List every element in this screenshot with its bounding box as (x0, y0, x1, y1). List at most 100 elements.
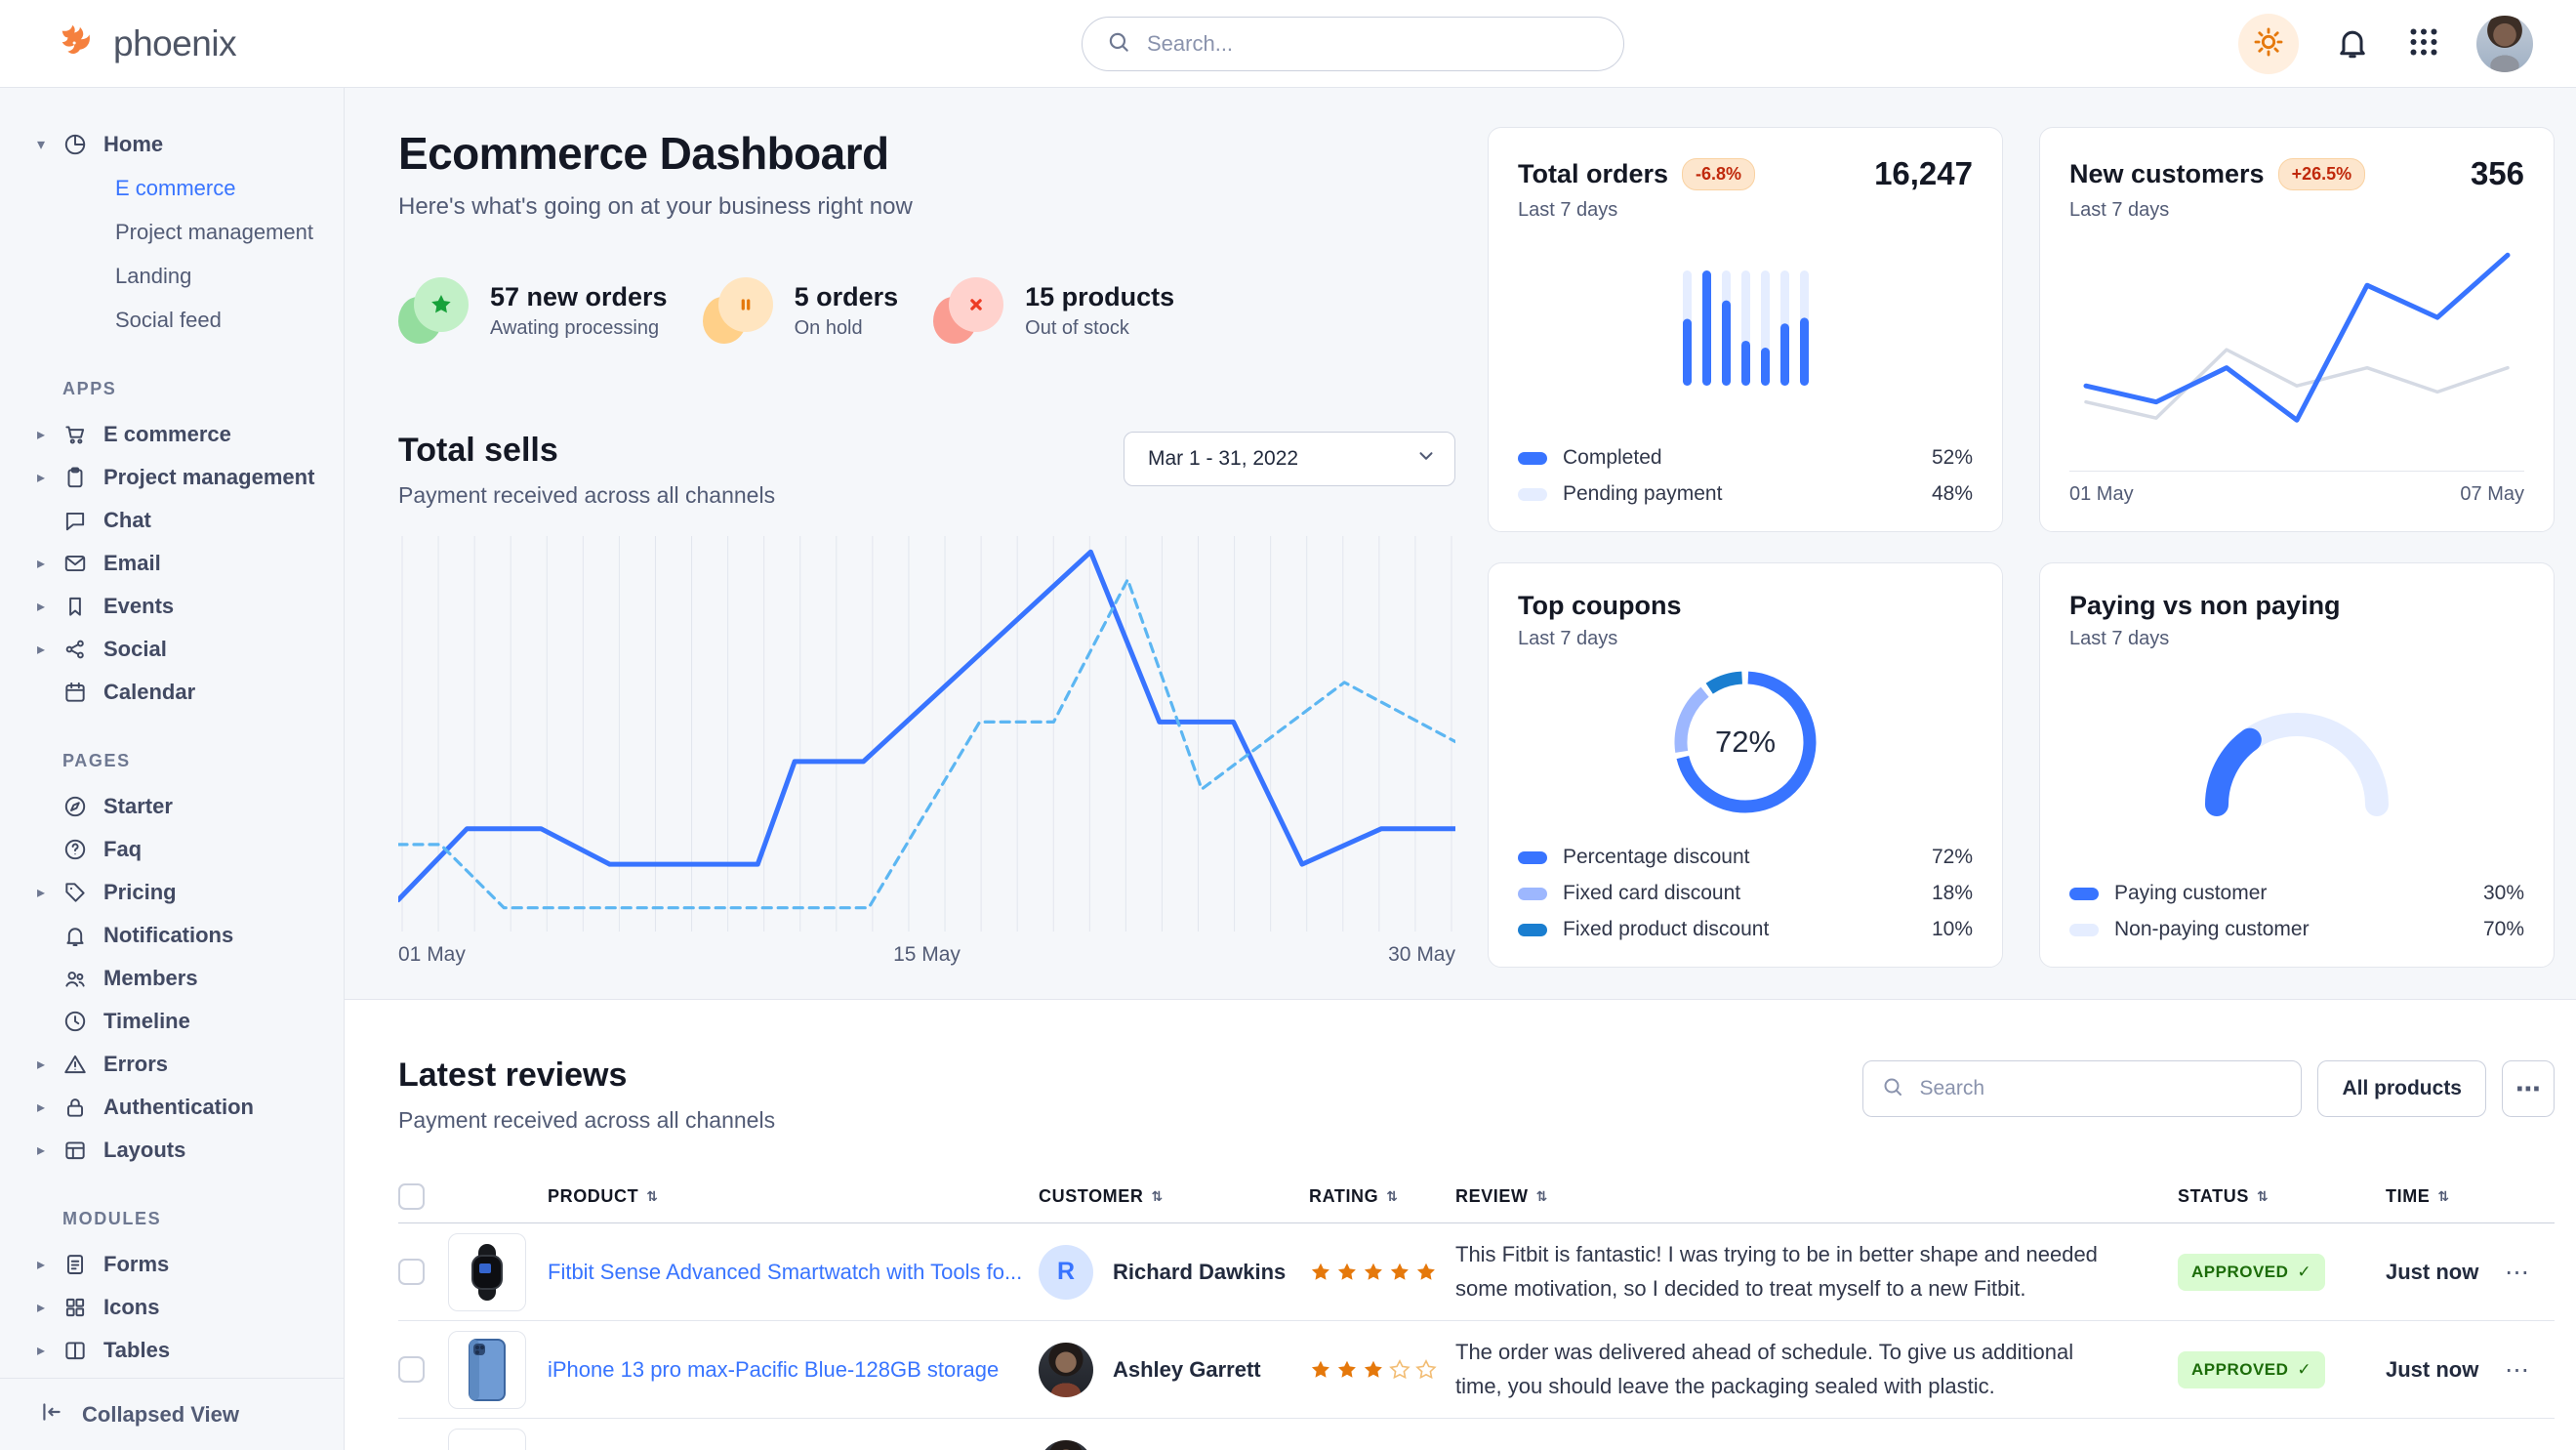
theme-toggle-button[interactable] (2238, 13, 2299, 74)
sidebar-item-social[interactable]: ▸ Social (37, 628, 334, 671)
sidebar-item-label: Social (103, 637, 167, 661)
change-badge: -6.8% (1682, 157, 1756, 190)
column-header-time[interactable]: TIME ⇅ (2386, 1186, 2499, 1207)
sidebar-item-starter[interactable]: Starter (37, 785, 334, 828)
star-filled-icon (1311, 1263, 1329, 1280)
sidebar-item-label: Faq (103, 837, 143, 861)
product-image (448, 1330, 526, 1409)
column-header-product[interactable]: PRODUCT ⇅ (548, 1186, 1039, 1207)
sidebar: ▾ Home E commerce Project management Landin… (0, 88, 345, 1450)
top-navbar: phoenix (0, 0, 2576, 88)
collapse-view-button[interactable]: Collapsed View (0, 1378, 344, 1450)
sidebar-item-project-management[interactable]: ▸ Project management (37, 456, 334, 499)
sidebar-item-members[interactable]: Members (37, 957, 334, 1000)
sidebar-item-project-management[interactable]: Project management (37, 210, 334, 254)
star-filled-icon (1364, 1360, 1382, 1378)
total-orders-value: 16,247 (1874, 155, 1973, 191)
share-icon (62, 637, 103, 662)
sidebar-item-icons[interactable]: ▸ Icons (37, 1286, 334, 1329)
sidebar-item-social-feed[interactable]: Social feed (37, 298, 334, 342)
card-title: New customers (2069, 158, 2265, 188)
sidebar-item-label: Icons (103, 1295, 160, 1319)
reviews-more-button[interactable]: ⋯ (2502, 1060, 2555, 1117)
star-empty-icon (1415, 1358, 1437, 1379)
legend-label: Fixed product discount (1563, 918, 1770, 940)
reviews-search-input[interactable] (1917, 1076, 2284, 1101)
customer-cell (1039, 1439, 1309, 1450)
customer-avatar: R (1039, 1244, 1093, 1300)
row-cell: APPROVED ✓ (2178, 1350, 2386, 1388)
table-header-row: PRODUCT ⇅ CUSTOMER ⇅ RATING ⇅ REVIEW ⇅ STATUS ⇅ TI… (398, 1171, 2555, 1223)
sidebar-item-layouts[interactable]: ▸ Layouts (37, 1129, 334, 1172)
row-menu-button[interactable]: ⋯ (2499, 1257, 2535, 1288)
search-input[interactable] (1145, 30, 1600, 58)
sidebar-item-email[interactable]: ▸ Email (37, 542, 334, 585)
sidebar-item-authentication[interactable]: ▸ Authentication (37, 1086, 334, 1129)
compass-icon (62, 794, 103, 819)
column-header-customer[interactable]: CUSTOMER ⇅ (1039, 1186, 1309, 1207)
search-icon (1106, 29, 1131, 60)
status-badge: APPROVED ✓ (2178, 1350, 2326, 1388)
caret-right-icon: ▸ (37, 599, 46, 615)
select-all-checkbox[interactable] (398, 1183, 425, 1210)
column-header-rating[interactable]: RATING ⇅ (1309, 1186, 1455, 1207)
sidebar-item-errors[interactable]: ▸ Errors (37, 1043, 334, 1086)
row-checkbox[interactable] (398, 1259, 425, 1285)
caret-right-icon: ▸ (37, 1099, 46, 1116)
legend-value: 48% (1931, 482, 1973, 505)
coupons-donut-chart: 72% (1671, 668, 1820, 816)
sidebar-item-tables[interactable]: ▸ Tables (37, 1329, 334, 1372)
sidebar-item-calendar[interactable]: Calendar (37, 671, 334, 714)
page-subtitle: Here's what's going on at your business … (398, 193, 913, 220)
notifications-button[interactable] (2334, 23, 2371, 63)
sidebar-item-e-commerce[interactable]: E commerce (37, 166, 334, 210)
sidebar-section-title: MODULES (62, 1209, 162, 1228)
sidebar-item-landing[interactable]: Landing (37, 254, 334, 298)
apps-menu-button[interactable] (2406, 24, 2441, 62)
legend-row: Fixed card discount 18% (1518, 882, 1973, 905)
stat-item: 15 products Out of stock (933, 277, 1174, 344)
x-tick: 07 May (2460, 483, 2524, 505)
customer-avatar (1039, 1439, 1093, 1450)
sort-icon: ⇅ (1535, 1188, 1548, 1204)
row-menu-button[interactable]: ⋯ (2499, 1354, 2535, 1386)
row-cell: iPhone 13 pro max-Pacific Blue-128GB sto… (548, 1357, 1039, 1383)
sidebar-item-label: Project management (103, 465, 315, 489)
paying-gauge-chart (2069, 650, 2524, 869)
column-header-status[interactable]: STATUS ⇅ (2178, 1186, 2386, 1207)
legend-label: Pending payment (1563, 482, 1723, 505)
customer-name: Richard Dawkins (1113, 1259, 1287, 1284)
product-link[interactable]: Fitbit Sense Advanced Smartwatch with To… (548, 1259, 1023, 1284)
cart-icon (62, 422, 103, 447)
legend-value: 30% (2482, 882, 2524, 904)
total-sells-x-axis: 01 May 15 May 30 May (398, 943, 1455, 967)
total-sells-chart (395, 536, 1458, 932)
sidebar-item-events[interactable]: ▸ Events (37, 585, 334, 628)
file-icon (62, 1252, 103, 1277)
product-link[interactable]: iPhone 13 pro max-Pacific Blue-128GB sto… (548, 1356, 1000, 1382)
sidebar-nav: ▾ Home E commerce Project management Landin… (0, 88, 344, 1378)
user-avatar[interactable] (2476, 15, 2533, 72)
sidebar-item-forms[interactable]: ▸ Forms (37, 1243, 334, 1286)
sidebar-item-e-commerce[interactable]: ▸ E commerce (37, 413, 334, 456)
row-cell: ⋯ (2499, 1257, 2555, 1288)
column-header-review[interactable]: REVIEW ⇅ (1455, 1186, 2178, 1207)
sidebar-item-home[interactable]: ▾ Home (37, 123, 334, 166)
sidebar-item-notifications[interactable]: Notifications (37, 914, 334, 957)
caret-right-icon: ▸ (37, 1257, 46, 1273)
row-checkbox[interactable] (398, 1356, 425, 1383)
stat-sub: Out of stock (1025, 316, 1129, 339)
brand-logo[interactable]: phoenix (55, 21, 237, 66)
sidebar-item-timeline[interactable]: Timeline (37, 1000, 334, 1043)
sidebar-item-faq[interactable]: Faq (37, 828, 334, 871)
sidebar-item-pricing[interactable]: ▸ Pricing (37, 871, 334, 914)
date-range-select[interactable]: Mar 1 - 31, 2022 (1124, 432, 1455, 486)
caret-right-icon: ▸ (37, 885, 46, 901)
sidebar-item-chat[interactable]: Chat (37, 499, 334, 542)
all-products-button[interactable]: All products (2317, 1060, 2486, 1117)
grid4-icon (62, 1295, 103, 1320)
latest-reviews-section: Latest reviews Payment received across a… (345, 999, 2576, 1450)
stat-value: 57 new orders (490, 281, 668, 311)
stat-item: 5 orders On hold (702, 277, 898, 344)
stat-sub: Awating processing (490, 316, 660, 339)
